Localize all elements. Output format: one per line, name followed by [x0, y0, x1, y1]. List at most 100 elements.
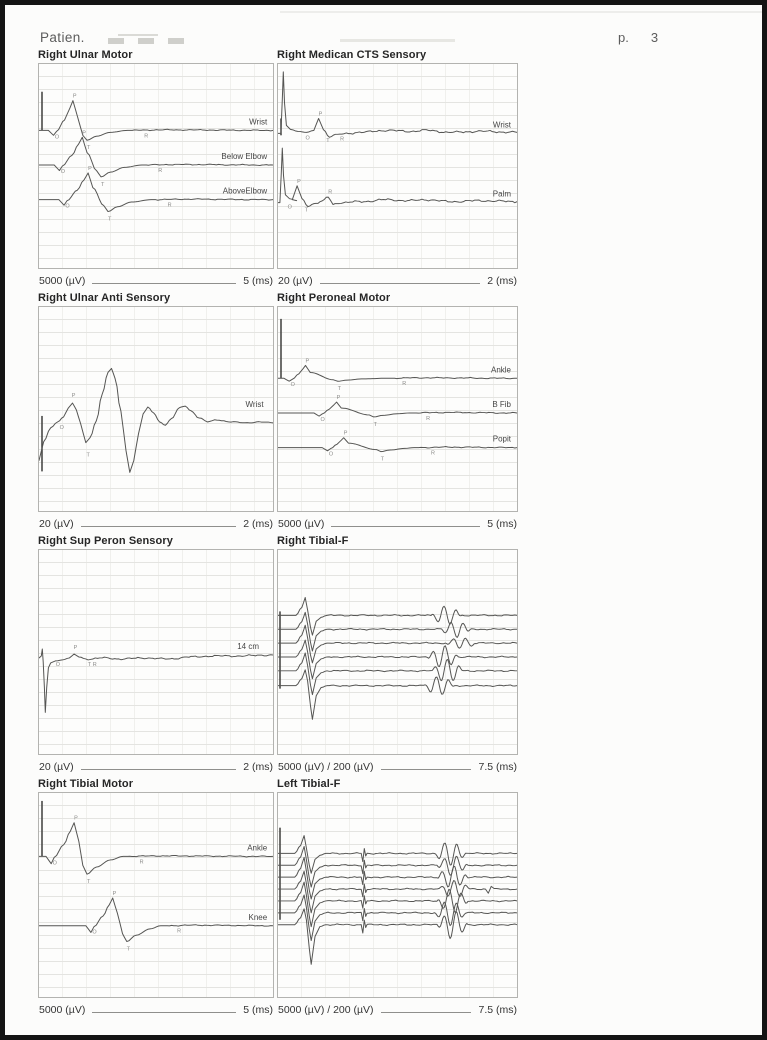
marker-letter: P	[82, 130, 86, 136]
page-header: Patien. p. 3	[40, 11, 762, 51]
panel-title: Right Tibial Motor	[38, 778, 134, 790]
waveform-svg: O P T Wrist	[39, 367, 273, 473]
marker-letter: R	[168, 203, 172, 209]
scan-artifact	[280, 11, 762, 13]
marker-letter: P	[344, 431, 348, 437]
amplitude-scale-label: 5000 (µV) / 200 (µV)	[278, 1004, 374, 1016]
page-number: p. 3	[618, 30, 658, 45]
time-scale-label: 7.5 (ms)	[478, 1004, 517, 1016]
trace-path-below-elbow	[39, 136, 273, 178]
trace-path-knee	[39, 897, 273, 943]
panel-right-ulnar-anti-sensory: Right Ulnar Anti Sensory O P T Wrist 20 (µV…	[38, 292, 274, 535]
scale-divider-line	[380, 1012, 472, 1013]
marker-letter: O	[65, 204, 69, 210]
scale-divider-line	[92, 283, 237, 284]
marker-letter: P	[113, 891, 117, 897]
time-scale-label: 5 (ms)	[243, 1004, 273, 1016]
panel-title: Right Sup Peron Sensory	[38, 535, 173, 547]
trace-path	[278, 639, 517, 680]
trace-path	[278, 669, 517, 720]
panel-left-tibial-f: Left Tibial-F 5000 (µV) / 200 (µV) 7.5 (…	[277, 778, 518, 1021]
marker-letter: P	[74, 645, 78, 651]
marker-letter: T	[87, 453, 91, 459]
trace-label: AboveElbow	[223, 187, 268, 196]
panel-scale-row: 20 (µV) 2 (ms)	[38, 755, 274, 778]
panel-scale-row: 5000 (µV) 5 (ms)	[38, 998, 274, 1021]
trace-path-wrist	[39, 100, 273, 141]
trace-path-wrist	[39, 367, 273, 473]
time-scale-label: 7.5 (ms)	[478, 761, 517, 773]
trace-path	[278, 611, 517, 652]
time-scale-label: 2 (ms)	[487, 275, 517, 287]
panel-right-tibial-motor: Right Tibial Motor O P T R Ankle O P T R Knee 500…	[38, 778, 274, 1021]
marker-letter: R	[177, 929, 181, 935]
marker-letter: P	[73, 94, 77, 100]
trace-label: Palm	[493, 190, 512, 199]
amplitude-scale-label: 20 (µV)	[39, 761, 74, 773]
trace-label: Ankle	[491, 365, 512, 374]
trace-path	[278, 652, 517, 696]
panel-title: Right Ulnar Motor	[38, 49, 133, 61]
trace-path	[278, 894, 517, 942]
trace-label: Wrist	[246, 400, 265, 409]
time-scale-label: 5 (ms)	[487, 518, 517, 530]
scale-divider-line	[380, 769, 472, 770]
marker-letter: R	[140, 859, 144, 865]
panel-right-ulnar-motor: Right Ulnar Motor O P T R Wrist O P T R Below Elb…	[38, 49, 274, 292]
trace-path	[278, 881, 517, 928]
trace-label: B Fib	[492, 400, 511, 409]
marker-letter: P	[72, 393, 76, 399]
panel-right-tibial-f: Right Tibial-F 5000 (µV) / 200 (µV) 7.5 …	[277, 535, 518, 778]
marker-letter: T	[381, 457, 385, 463]
marker-letter: O	[61, 169, 65, 175]
panel-title: Left Tibial-F	[277, 778, 341, 790]
marker-letter: O	[56, 662, 60, 668]
amplitude-scale-label: 5000 (µV)	[278, 518, 325, 530]
marker-letter: R	[93, 662, 97, 668]
trace-label: Wrist	[249, 117, 268, 126]
marker-letter: R	[402, 381, 406, 387]
waveform-plot: O P T R Wrist O P T R Below Elbow O P T R AboveElbow	[38, 63, 274, 269]
marker-letter: P	[297, 179, 301, 185]
marker-letter: T	[305, 208, 309, 214]
waveform-plot: O P T R Ankle O P T R Knee	[38, 792, 274, 998]
waveform-plot: O P T R Wrist O P T R Palm	[277, 63, 518, 269]
trace-path	[278, 835, 517, 874]
marker-letter: P	[88, 166, 92, 172]
marker-letter: P	[319, 112, 323, 118]
marker-letter: O	[321, 417, 325, 423]
panel-scale-row: 20 (µV) 2 (ms)	[38, 512, 274, 535]
amplitude-scale-label: 20 (µV)	[39, 518, 74, 530]
marker-letter: P	[74, 816, 78, 822]
marker-letter: R	[340, 136, 344, 142]
trace-path-popit	[278, 437, 517, 453]
trace-label: Knee	[249, 913, 268, 922]
marker-letter: O	[53, 860, 57, 866]
trace-label: 14 cm	[237, 642, 259, 651]
trace-label: Ankle	[247, 843, 268, 852]
panel-scale-row: 5000 (µV) / 200 (µV) 7.5 (ms)	[277, 998, 518, 1021]
scale-divider-line	[319, 283, 481, 284]
redacted-patient-name	[108, 34, 190, 44]
trace-path-aboveelbow	[39, 172, 273, 213]
waveform-plot	[277, 792, 518, 998]
trace-label: Below Elbow	[221, 152, 267, 161]
marker-letter: O	[55, 134, 59, 140]
marker-letter: O	[60, 425, 64, 431]
marker-letter: T	[338, 386, 342, 392]
trace-path	[278, 624, 517, 664]
panel-right-sup-peron-sensory: Right Sup Peron Sensory O P T R 14 cm 20 (µV…	[38, 535, 274, 778]
panels-grid: Right Ulnar Motor O P T R Wrist O P T R Below Elb…	[38, 49, 518, 1021]
marker-letter: T	[87, 145, 91, 151]
panel-right-medican-cts-sensory: Right Medican CTS Sensory O P T R Wrist O P T R P…	[277, 49, 518, 292]
scale-divider-line	[331, 526, 481, 527]
amplitude-scale-label: 20 (µV)	[278, 275, 313, 287]
time-scale-label: 5 (ms)	[243, 275, 273, 287]
waveform-plot: O P T Wrist	[38, 306, 274, 512]
trace-path-ankle	[39, 822, 273, 875]
marker-letter: T	[108, 216, 112, 222]
panel-title: Right Tibial-F	[277, 535, 349, 547]
amplitude-scale-label: 5000 (µV)	[39, 275, 86, 287]
